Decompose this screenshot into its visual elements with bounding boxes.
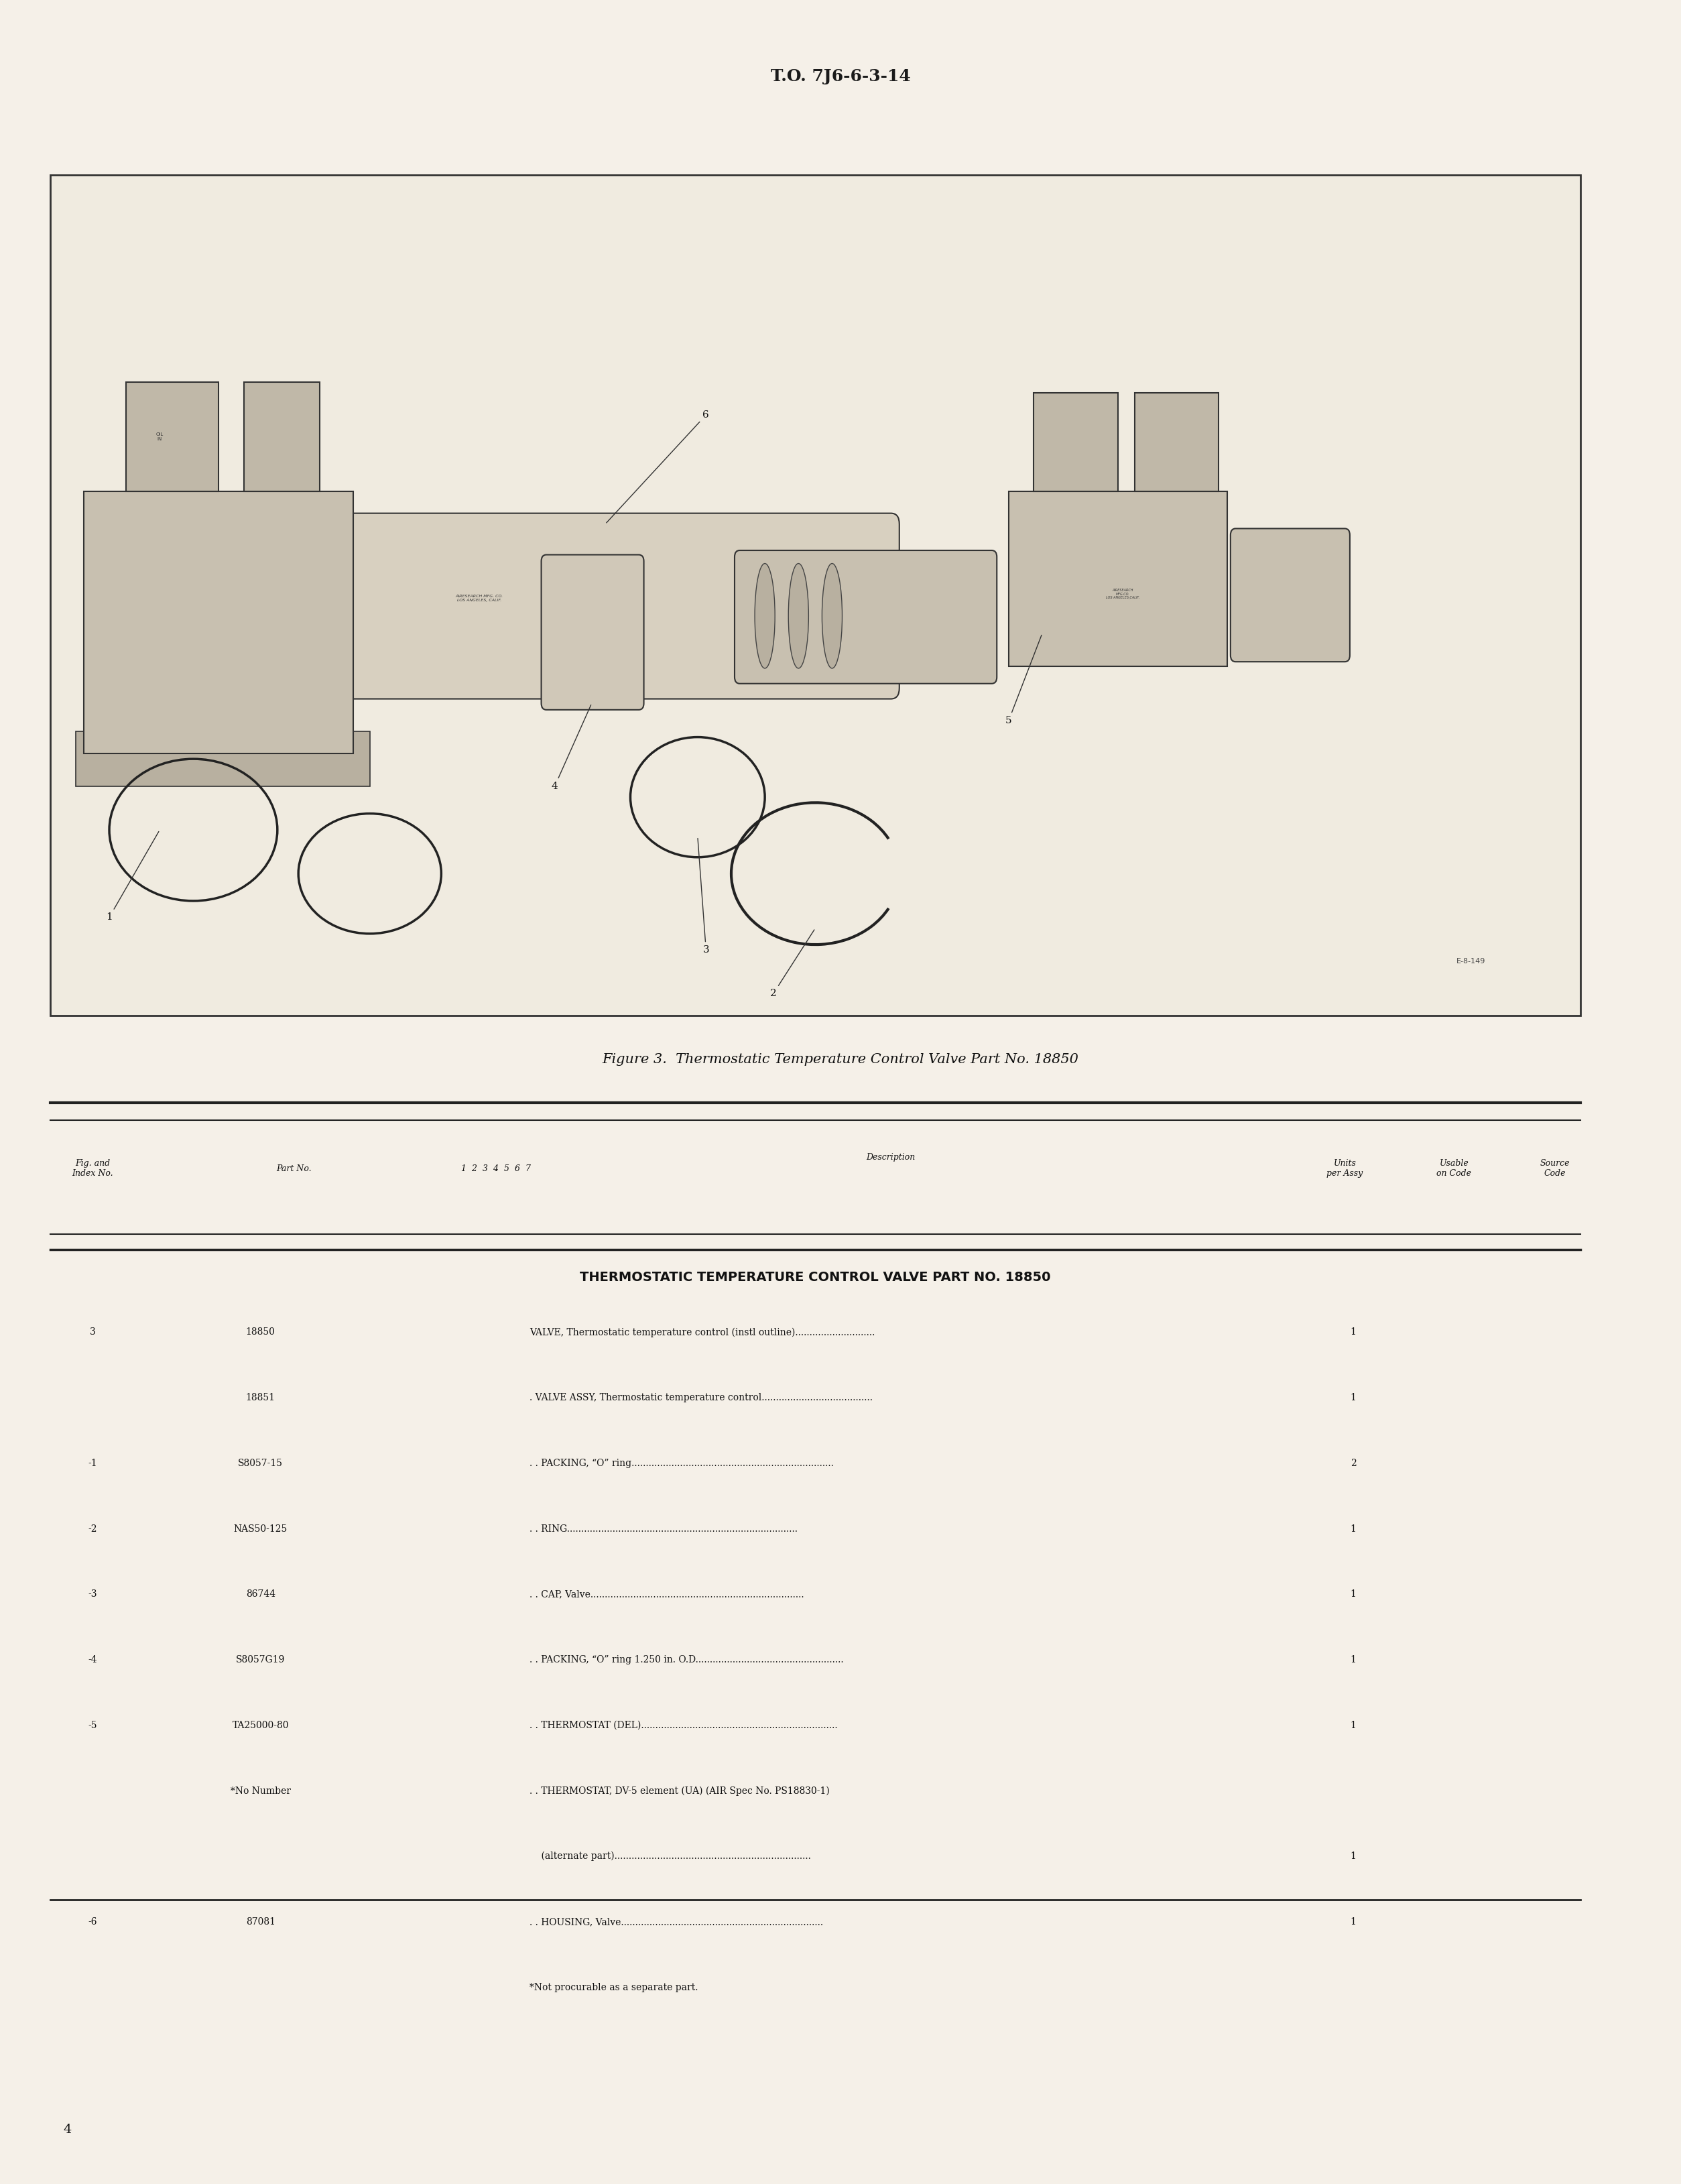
Text: 3: 3 xyxy=(698,839,709,954)
FancyBboxPatch shape xyxy=(244,382,319,491)
Text: 1: 1 xyxy=(1350,1655,1357,1664)
Text: S8057-15: S8057-15 xyxy=(239,1459,282,1468)
Text: 1: 1 xyxy=(1350,1328,1357,1337)
FancyBboxPatch shape xyxy=(1230,529,1350,662)
Text: Description: Description xyxy=(866,1153,916,1162)
Text: THERMOSTATIC TEMPERATURE CONTROL VALVE PART NO. 18850: THERMOSTATIC TEMPERATURE CONTROL VALVE P… xyxy=(580,1271,1051,1284)
Text: AIRESEARCH MFG. CO.
LOS ANGELES, CALIF.: AIRESEARCH MFG. CO. LOS ANGELES, CALIF. xyxy=(456,594,503,603)
Text: E-8-149: E-8-149 xyxy=(1456,957,1486,965)
Text: . . CAP, Valve..................................................................: . . CAP, Valve..........................… xyxy=(530,1590,804,1599)
Text: . . PACKING, “O” ring 1.250 in. O.D.............................................: . . PACKING, “O” ring 1.250 in. O.D.....… xyxy=(530,1655,844,1664)
Text: Usable
on Code: Usable on Code xyxy=(1437,1160,1471,1177)
Text: S8057G19: S8057G19 xyxy=(235,1655,286,1664)
Text: -3: -3 xyxy=(87,1590,97,1599)
Text: -2: -2 xyxy=(87,1524,97,1533)
Text: 2: 2 xyxy=(1350,1459,1357,1468)
Text: AIRESEARCH
MFG.CO.
LOS ANGELES,CALIF.: AIRESEARCH MFG.CO. LOS ANGELES,CALIF. xyxy=(1106,587,1140,601)
Text: OIL
IN: OIL IN xyxy=(156,432,163,441)
Text: -4: -4 xyxy=(87,1655,97,1664)
Text: . . HOUSING, Valve..............................................................: . . HOUSING, Valve......................… xyxy=(530,1918,824,1926)
Text: 4: 4 xyxy=(64,2123,71,2136)
Text: Source
Code: Source Code xyxy=(1540,1160,1570,1177)
Text: 1: 1 xyxy=(1350,1524,1357,1533)
Text: TA25000-80: TA25000-80 xyxy=(232,1721,289,1730)
Text: 18851: 18851 xyxy=(245,1393,276,1402)
Text: . . THERMOSTAT, DV-5 element (UA) (AIR Spec No. PS18830-1): . . THERMOSTAT, DV-5 element (UA) (AIR S… xyxy=(530,1787,830,1795)
Text: Units
per Assy: Units per Assy xyxy=(1326,1160,1363,1177)
Text: Fig. and
Index No.: Fig. and Index No. xyxy=(72,1160,113,1177)
FancyBboxPatch shape xyxy=(1135,393,1219,491)
Text: 5: 5 xyxy=(1005,636,1042,725)
Text: 1: 1 xyxy=(1350,1721,1357,1730)
Text: 2: 2 xyxy=(770,930,814,998)
Ellipse shape xyxy=(788,563,809,668)
Text: 4: 4 xyxy=(551,705,592,791)
Text: Part No.: Part No. xyxy=(277,1164,311,1173)
Text: 6: 6 xyxy=(607,411,709,522)
Text: 1  2  3  4  5  6  7: 1 2 3 4 5 6 7 xyxy=(461,1164,531,1173)
Text: -6: -6 xyxy=(87,1918,97,1926)
FancyBboxPatch shape xyxy=(735,550,997,684)
Text: 18850: 18850 xyxy=(245,1328,276,1337)
Text: NAS50-125: NAS50-125 xyxy=(234,1524,287,1533)
Text: -5: -5 xyxy=(87,1721,97,1730)
Text: *Not procurable as a separate part.: *Not procurable as a separate part. xyxy=(530,1983,698,1992)
Text: 86744: 86744 xyxy=(245,1590,276,1599)
FancyBboxPatch shape xyxy=(50,175,1580,1016)
Text: 1: 1 xyxy=(1350,1393,1357,1402)
Text: 87081: 87081 xyxy=(245,1918,276,1926)
Text: Figure 3.  Thermostatic Temperature Control Valve Part No. 18850: Figure 3. Thermostatic Temperature Contr… xyxy=(602,1053,1079,1066)
Text: -1: -1 xyxy=(87,1459,97,1468)
Text: . . PACKING, “O” ring...........................................................: . . PACKING, “O” ring...................… xyxy=(530,1459,834,1468)
Text: T.O. 7J6-6-3-14: T.O. 7J6-6-3-14 xyxy=(770,68,911,85)
Ellipse shape xyxy=(822,563,842,668)
FancyBboxPatch shape xyxy=(1009,491,1227,666)
Text: . . RING........................................................................: . . RING................................… xyxy=(530,1524,797,1533)
Text: 1: 1 xyxy=(1350,1852,1357,1861)
FancyBboxPatch shape xyxy=(84,491,353,753)
FancyBboxPatch shape xyxy=(126,382,219,491)
Text: 1: 1 xyxy=(106,832,158,922)
FancyBboxPatch shape xyxy=(1034,393,1118,491)
FancyBboxPatch shape xyxy=(294,513,899,699)
Text: VALVE, Thermostatic temperature control (instl outline).........................: VALVE, Thermostatic temperature control … xyxy=(530,1328,874,1337)
Text: 1: 1 xyxy=(1350,1918,1357,1926)
FancyBboxPatch shape xyxy=(76,732,370,786)
Text: 3: 3 xyxy=(89,1328,96,1337)
Text: 1: 1 xyxy=(1350,1590,1357,1599)
FancyBboxPatch shape xyxy=(541,555,644,710)
Text: *No Number: *No Number xyxy=(230,1787,291,1795)
Text: . VALVE ASSY, Thermostatic temperature control..................................: . VALVE ASSY, Thermostatic temperature c… xyxy=(530,1393,872,1402)
Ellipse shape xyxy=(755,563,775,668)
Text: (alternate part)................................................................: (alternate part)........................… xyxy=(530,1852,810,1861)
Text: . . THERMOSTAT (DEL)............................................................: . . THERMOSTAT (DEL)....................… xyxy=(530,1721,837,1730)
